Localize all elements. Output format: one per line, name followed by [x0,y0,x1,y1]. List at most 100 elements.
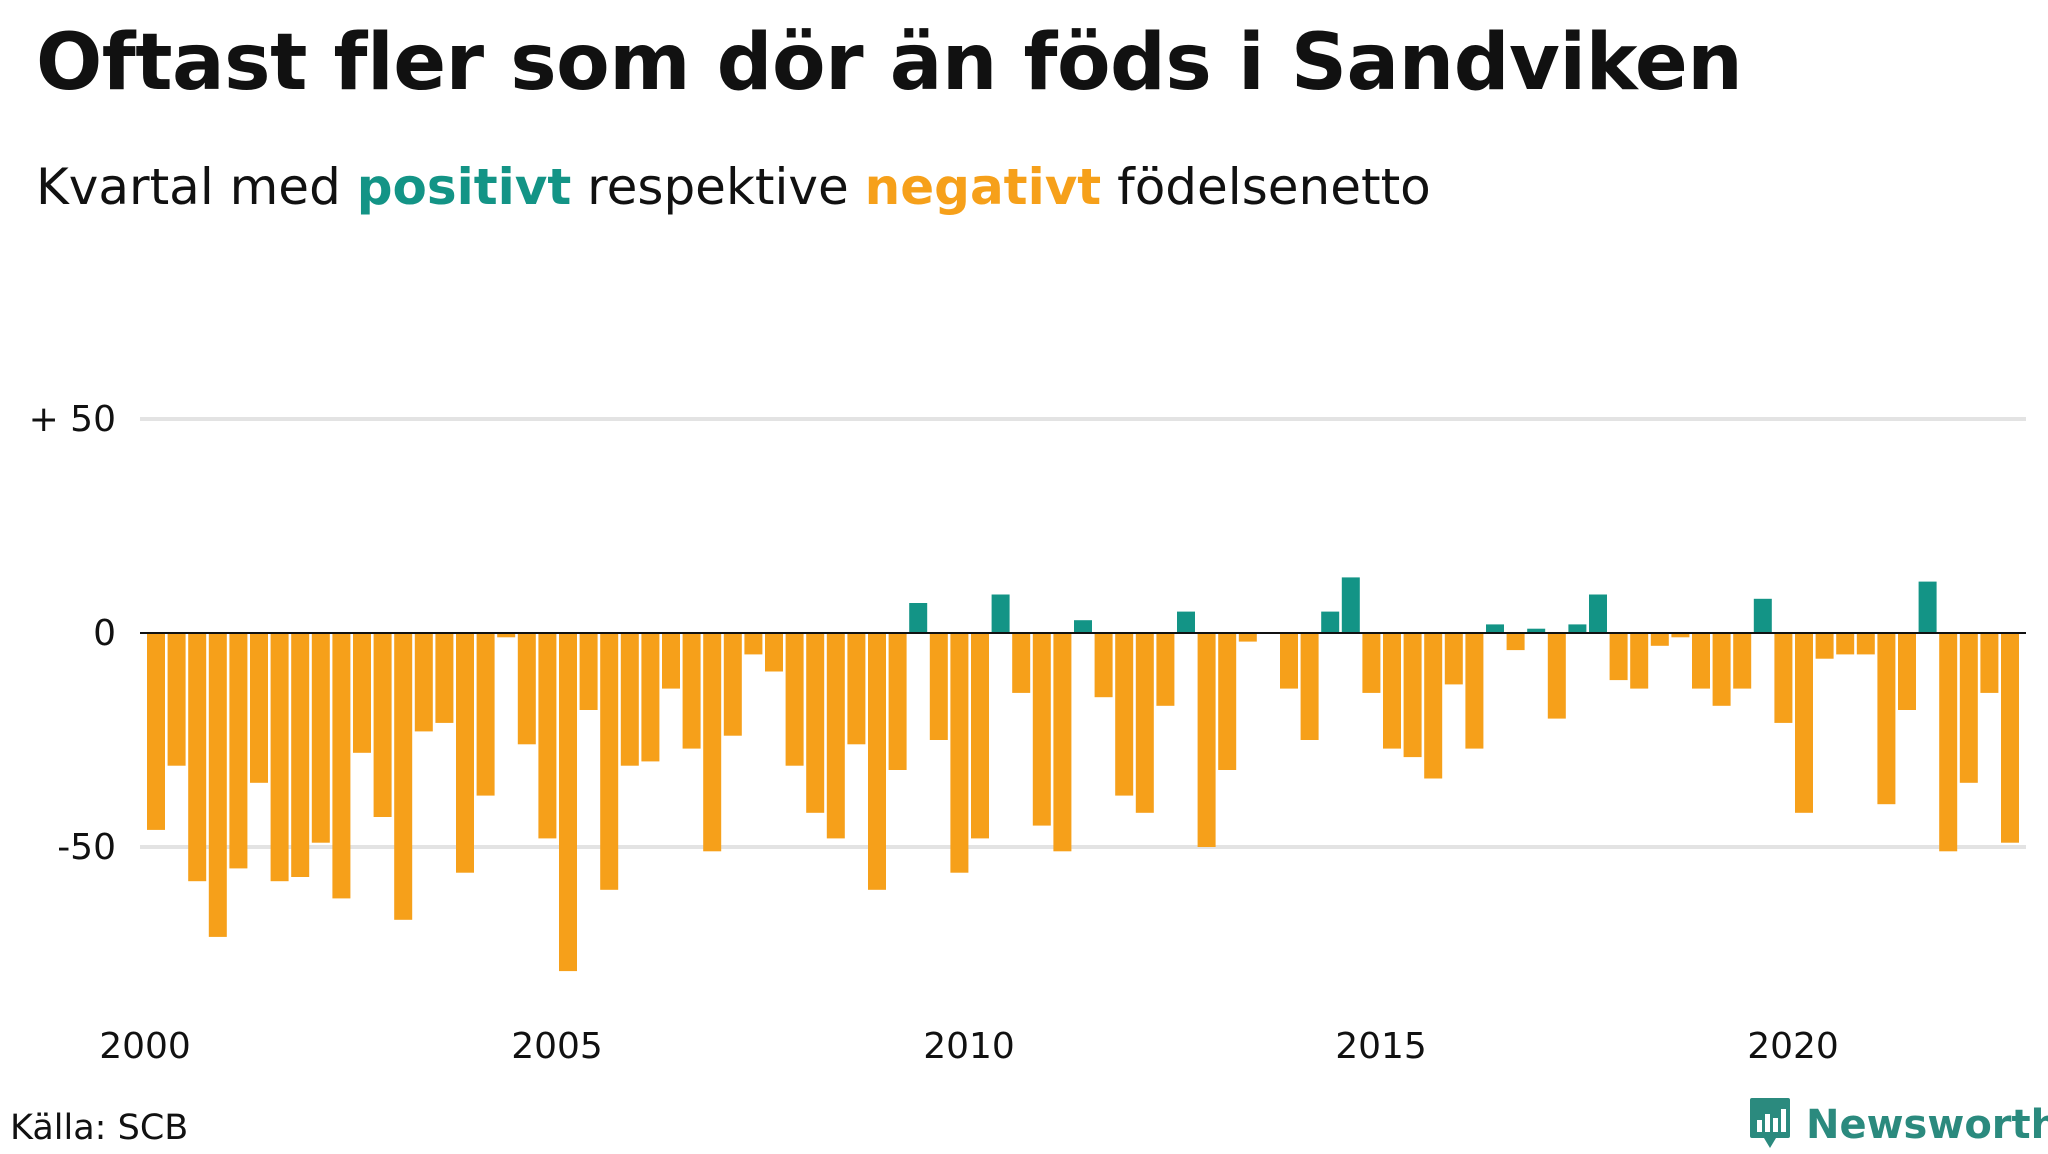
bar-negative [1959,633,1978,783]
x-tick-label: 2000 [99,1026,191,1067]
bar-negative [1135,633,1154,813]
bar-negative [517,633,536,745]
bar-positive [1486,624,1504,633]
bar-negative [682,633,701,749]
bar-negative [2001,633,2019,843]
bar-negative [1156,633,1175,706]
bar-negative [620,633,639,766]
bar-negative [1218,633,1237,770]
bar-negative [1300,633,1319,740]
bar-negative [1115,633,1134,796]
bar-negative [208,633,227,937]
bar-chart: + 50 0 -50 2000 2005 2010 2015 2020 [29,399,2026,1067]
gridlines [140,417,2026,849]
bar-negative [826,633,845,839]
bar-negative [1032,633,1051,826]
x-tick-label: 2010 [923,1026,1015,1067]
bar-positive [1177,611,1195,633]
bar-negative [147,633,165,830]
bar-negative [311,633,330,843]
bar-negative [1815,633,1834,659]
bar-positive [1074,620,1092,633]
bar-negative [1939,633,1958,852]
bar-negative [229,633,248,869]
bar-chart-speech-bubble-icon [1748,1096,1792,1154]
bar-negative [1506,633,1525,651]
bar-negative [1424,633,1443,779]
bar-negative [167,633,186,766]
bar-negative [394,633,413,920]
bar-negative [1012,633,1031,693]
bar-negative [1671,633,1690,638]
bar-negative [1403,633,1422,758]
bar-negative [785,633,804,766]
bar-negative [1774,633,1793,723]
subtitle-text-before: Kvartal med [36,158,357,216]
bar-positive [1527,628,1546,633]
x-tick-label: 2015 [1335,1026,1427,1067]
bar-negative [1094,633,1113,698]
bar-positive [1589,594,1607,633]
bar-negative [929,633,948,740]
bar-negative [703,633,722,852]
bar-positive [909,603,928,633]
bar-negative [1712,633,1731,706]
bar-negative [270,633,289,882]
bar-negative [1280,633,1298,689]
x-tick-label: 2005 [511,1026,603,1067]
bar-negative [1650,633,1669,646]
bar-negative [641,633,660,762]
bar-negative [971,633,989,839]
chart-title: Oftast fler som dör än föds i Sandviken [36,18,1743,108]
bar-negative [353,633,371,753]
y-tick-label: -50 [57,827,116,868]
bar-negative [868,633,886,890]
bar-negative [847,633,866,745]
bar-negative [1362,633,1381,693]
y-tick-label: 0 [93,613,116,654]
bar-negative [559,633,577,972]
bar-negative [1383,633,1401,749]
bar-negative [1197,633,1216,847]
bar-positive [1753,598,1772,633]
bar-negative [456,633,474,873]
subtitle-text-middle: respektive [571,158,865,216]
bar-positive [1568,624,1587,633]
bar-negative [1795,633,1813,813]
bar-negative [579,633,598,710]
bars [147,577,2019,972]
bar-positive [1341,577,1360,633]
subtitle-negative-word: negativt [864,158,1102,216]
bar-negative [250,633,268,783]
bar-negative [435,633,454,723]
bar-negative [1980,633,1999,693]
bar-negative [373,633,392,817]
bar-negative [888,633,907,770]
bar-negative [1609,633,1628,681]
bar-negative [1238,633,1257,642]
axes: + 50 0 -50 2000 2005 2010 2015 2020 [29,399,2026,1067]
bar-negative [1630,633,1649,689]
bar-negative [414,633,433,732]
bar-negative [1733,633,1752,689]
bar-positive [991,594,1010,633]
bar-negative [1877,633,1896,805]
subtitle-text-after: födelsenetto [1101,158,1431,216]
subtitle-positive-word: positivt [356,158,572,216]
chart-subtitle: Kvartal med positivt respektive negativt… [36,158,1431,216]
bar-negative [538,633,557,839]
bar-negative [497,633,516,638]
bar-negative [188,633,207,882]
bar-negative [723,633,742,736]
brand-name: Newsworthy [1806,1102,2048,1148]
bar-positive [1321,611,1340,633]
bar-negative [291,633,310,877]
source-note: Källa: SCB [10,1108,189,1148]
bar-negative [332,633,351,899]
bar-negative [1547,633,1566,719]
brand-logo: Newsworthy [1748,1096,2048,1154]
y-tick-label: + 50 [29,399,116,440]
bar-negative [765,633,783,672]
bar-negative [1465,633,1484,749]
x-tick-label: 2020 [1747,1026,1839,1067]
